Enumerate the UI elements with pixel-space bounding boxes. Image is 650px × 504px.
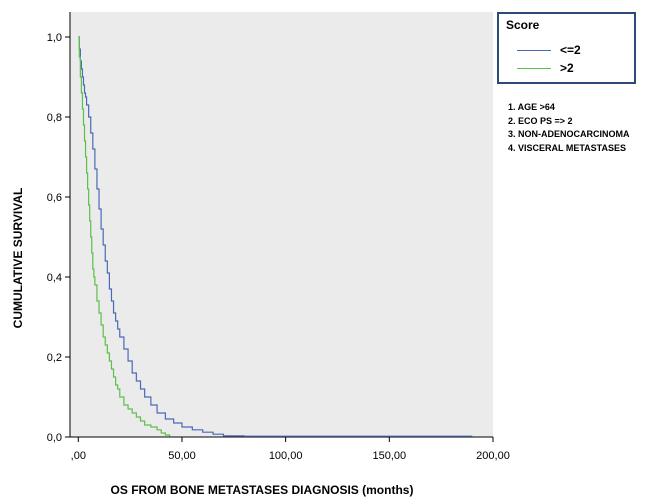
criteria-item: 3. NON-ADENOCARCINOMA [508,129,630,139]
x-tick-label: 100,00 [269,450,303,462]
criteria-item: 1. AGE >64 [508,102,555,112]
legend-label-le2: <=2 [560,43,581,57]
legend-entry-gt2: >2 [517,61,574,75]
legend: Score <=2 >2 [497,12,636,84]
criteria-item: 4. VISCERAL METASTASES [508,142,627,153]
y-axis-title: CUMULATIVE SURVIVAL [11,188,25,329]
legend-entry-le2: <=2 [517,43,581,57]
y-tick-label: 0,2 [47,352,62,364]
series-line-le2 [78,36,473,437]
series-layer [78,36,473,437]
y-tick-label: 0,4 [47,272,62,284]
x-tick-label: 200,00 [476,450,510,462]
legend-swatch-le2 [517,49,551,51]
y-tick-label: 1,0 [47,32,62,44]
legend-title: Score [506,18,540,32]
y-ticks: 0,0 0,2 0,4 0,6 0,8 1,0 [47,32,70,444]
y-tick-label: 0,0 [47,432,62,444]
series-line-gt2 [78,36,171,437]
y-tick-label: 0,6 [47,192,62,204]
x-axis-title: OS FROM BONE METASTASES DIAGNOSIS (month… [111,483,414,497]
x-ticks: ,00 50,00 100,00 150,00 200,00 [71,437,510,462]
legend-swatch-gt2 [517,67,551,69]
y-tick-label: 0,8 [47,112,62,124]
x-tick-label: ,00 [71,450,86,462]
criteria-item: 2. ECO PS => 2 [508,115,573,126]
legend-label-gt2: >2 [560,61,574,75]
score-criteria-notes: 1. AGE >64 2. ECO PS => 2 3. NON-ADENOCA… [508,101,630,155]
x-tick-label: 50,00 [168,450,196,462]
plot-area [70,12,493,437]
x-tick-label: 150,00 [372,450,406,462]
